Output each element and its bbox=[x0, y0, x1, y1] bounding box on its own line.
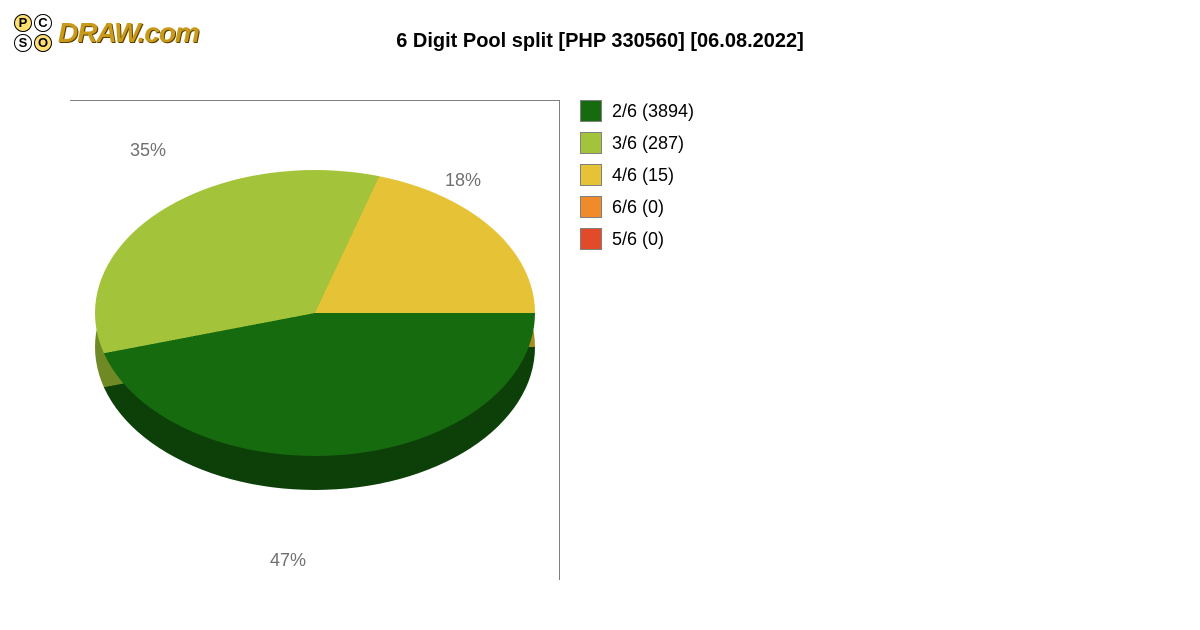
legend-item: 5/6 (0) bbox=[580, 228, 694, 250]
pie-top bbox=[95, 170, 535, 456]
legend-item: 3/6 (287) bbox=[580, 132, 694, 154]
legend-item: 2/6 (3894) bbox=[580, 100, 694, 122]
slice-label: 47% bbox=[270, 550, 306, 571]
pie-chart bbox=[95, 170, 535, 490]
slice-label: 35% bbox=[130, 140, 166, 161]
legend-swatch bbox=[580, 132, 602, 154]
legend-swatch bbox=[580, 196, 602, 218]
chart-title: 6 Digit Pool split [PHP 330560] [06.08.2… bbox=[0, 30, 1200, 53]
legend-label: 6/6 (0) bbox=[612, 197, 664, 218]
legend-item: 4/6 (15) bbox=[580, 164, 694, 186]
legend-swatch bbox=[580, 228, 602, 250]
page: P C S O DRAW.com 6 Digit Pool split [PHP… bbox=[0, 0, 1200, 630]
legend-label: 3/6 (287) bbox=[612, 133, 684, 154]
legend-label: 4/6 (15) bbox=[612, 165, 674, 186]
legend-label: 5/6 (0) bbox=[612, 229, 664, 250]
legend-swatch bbox=[580, 164, 602, 186]
legend-swatch bbox=[580, 100, 602, 122]
legend: 2/6 (3894) 3/6 (287) 4/6 (15) 6/6 (0) 5/6 (0… bbox=[580, 100, 694, 260]
legend-item: 6/6 (0) bbox=[580, 196, 694, 218]
slice-label: 18% bbox=[445, 170, 481, 191]
legend-label: 2/6 (3894) bbox=[612, 101, 694, 122]
